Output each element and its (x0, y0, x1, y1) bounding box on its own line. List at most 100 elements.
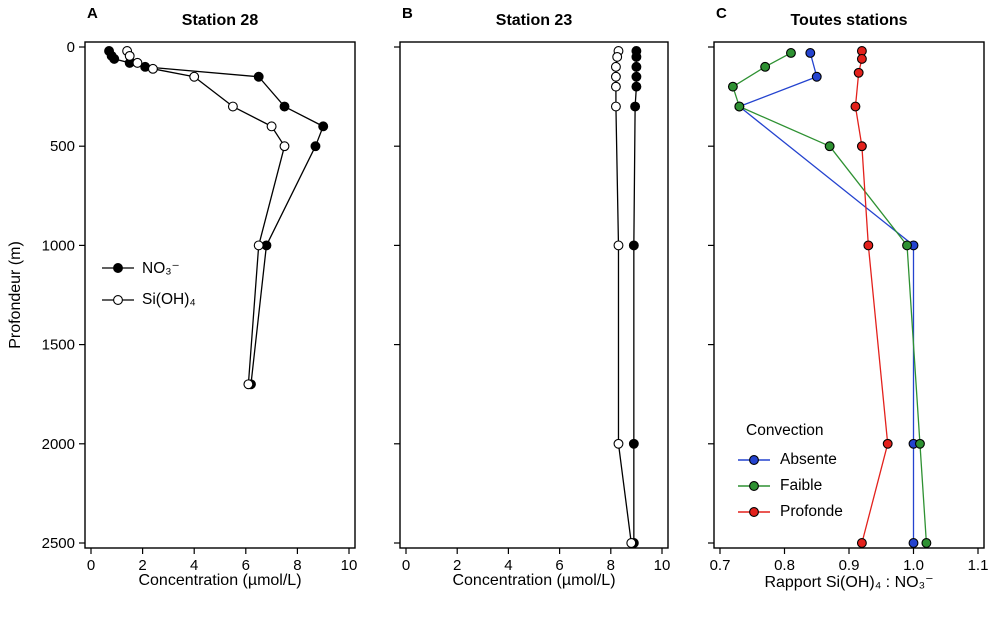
panel-plot-c: 0.7 0.8 0.9 1.0 1.1 (708, 41, 989, 574)
series-line-faible (732, 52, 928, 544)
data-point-profonde (863, 240, 874, 251)
data-point-profonde (856, 53, 867, 64)
legend-marker-absente-icon (749, 455, 759, 465)
data-point-sioh4 (610, 61, 621, 72)
x-tick-label: 4 (504, 557, 512, 574)
legend-key-profonde (738, 507, 770, 517)
legend-marker-profonde-icon (749, 507, 759, 517)
y-tick-label: 1500 (42, 337, 75, 354)
data-point-sioh4 (124, 50, 135, 61)
panel-plot-a: 0 2 4 6 8 10 0 500 1000 1500 2000 2500 (42, 39, 358, 574)
x-tick-label: 8 (607, 557, 615, 574)
y-tick-label: 1000 (42, 237, 75, 254)
data-point-no3 (628, 438, 639, 449)
data-point-sioh4 (132, 57, 143, 68)
data-point-no3 (631, 51, 642, 62)
legend-station28: NO₃⁻ Si(OH)₄ (100, 252, 196, 316)
data-point-sioh4 (253, 240, 264, 251)
legend-item-faible: Faible (736, 473, 843, 499)
panel-plot-b: 0 2 4 6 8 10 (394, 41, 671, 574)
data-point-sioh4 (227, 101, 238, 112)
panel-title-station23: Station 23 (495, 12, 573, 29)
legend-item-profonde: Profonde (736, 499, 843, 525)
data-point-sioh4 (610, 101, 621, 112)
legend-marker-sioh4-icon (113, 295, 123, 305)
series-line-sioh4 (615, 50, 632, 544)
data-point-faible (760, 61, 771, 72)
x-tick-label: 6 (242, 557, 250, 574)
legend-item-absente: Absente (736, 447, 843, 473)
data-point-sioh4 (147, 63, 158, 74)
data-point-no3 (630, 101, 641, 112)
x-tick-label: 8 (293, 557, 301, 574)
data-point-no3 (631, 81, 642, 92)
legend-label-sioh4: Si(OH)₄ (142, 291, 196, 308)
legend-convection: Convection Absente Faible Profonde (736, 419, 843, 525)
data-point-profonde (882, 438, 893, 449)
data-point-faible (727, 81, 738, 92)
plot-frame (84, 41, 356, 549)
data-point-no3 (279, 101, 290, 112)
x-tick-label: 1.0 (903, 557, 924, 574)
data-point-faible (824, 141, 835, 152)
data-point-sioh4 (189, 71, 200, 82)
data-point-profonde (853, 67, 864, 78)
legend-key-sioh4 (102, 295, 134, 305)
data-point-sioh4 (279, 141, 290, 152)
x-tick-label: 0.9 (839, 557, 860, 574)
y-tick-label: 500 (50, 138, 75, 155)
legend-label-faible: Faible (780, 477, 823, 494)
legend-key-faible (738, 481, 770, 491)
data-point-faible (734, 101, 745, 112)
panel-letter-b: B (402, 5, 413, 22)
data-point-sioh4 (626, 538, 637, 548)
plot-frame (399, 41, 669, 549)
x-axis-title-c: Rapport Si(OH)₄ : NO₃⁻ (764, 574, 934, 591)
x-axis-title-a: Concentration (µmol/L) (138, 572, 302, 589)
legend-label-absente: Absente (780, 451, 837, 468)
data-point-sioh4 (610, 71, 621, 82)
x-tick-label: 1.1 (968, 557, 989, 574)
data-point-no3 (631, 71, 642, 82)
data-point-absente (805, 48, 816, 58)
legend-label-no3: NO₃⁻ (142, 259, 180, 277)
series-line-sioh4 (126, 50, 286, 385)
legend-key-no3 (102, 263, 134, 273)
data-point-sioh4 (610, 81, 621, 92)
x-tick-label: 6 (555, 557, 563, 574)
data-point-profonde (850, 101, 861, 112)
panel-title-toutes-stations: Toutes stations (790, 12, 908, 29)
legend-item-sioh4: Si(OH)₄ (100, 284, 196, 316)
data-point-sioh4 (613, 240, 624, 251)
data-point-profonde (856, 538, 867, 548)
data-point-faible (921, 538, 932, 548)
x-tick-label: 0 (402, 557, 410, 574)
y-axis-title: Profondeur (m) (7, 241, 24, 349)
x-tick-label: 0.8 (774, 557, 795, 574)
series-line-no3 (633, 50, 638, 543)
x-tick-label: 0.7 (710, 557, 731, 574)
data-point-sioh4 (266, 121, 277, 132)
panel-letter-c: C (716, 5, 727, 22)
data-point-profonde (856, 141, 867, 152)
series-line-profonde (854, 50, 889, 544)
panel-letter-a: A (87, 5, 98, 22)
data-point-absente (811, 71, 822, 82)
data-point-no3 (628, 240, 639, 251)
data-point-faible (902, 240, 912, 251)
y-tick-label: 2000 (42, 436, 75, 453)
data-point-sioh4 (612, 51, 623, 62)
series-line-no3 (108, 50, 324, 385)
data-point-faible (785, 48, 796, 58)
data-point-no3 (109, 53, 120, 64)
x-axis-title-b: Concentration (µmol/L) (452, 572, 616, 589)
legend-marker-no3-icon (113, 263, 123, 273)
data-point-no3 (310, 141, 321, 152)
x-tick-label: 10 (654, 557, 671, 574)
panel-title-station28: Station 28 (181, 12, 259, 29)
legend-key-absente (738, 455, 770, 465)
x-tick-label: 0 (87, 557, 95, 574)
legend-item-no3: NO₃⁻ (100, 252, 196, 284)
